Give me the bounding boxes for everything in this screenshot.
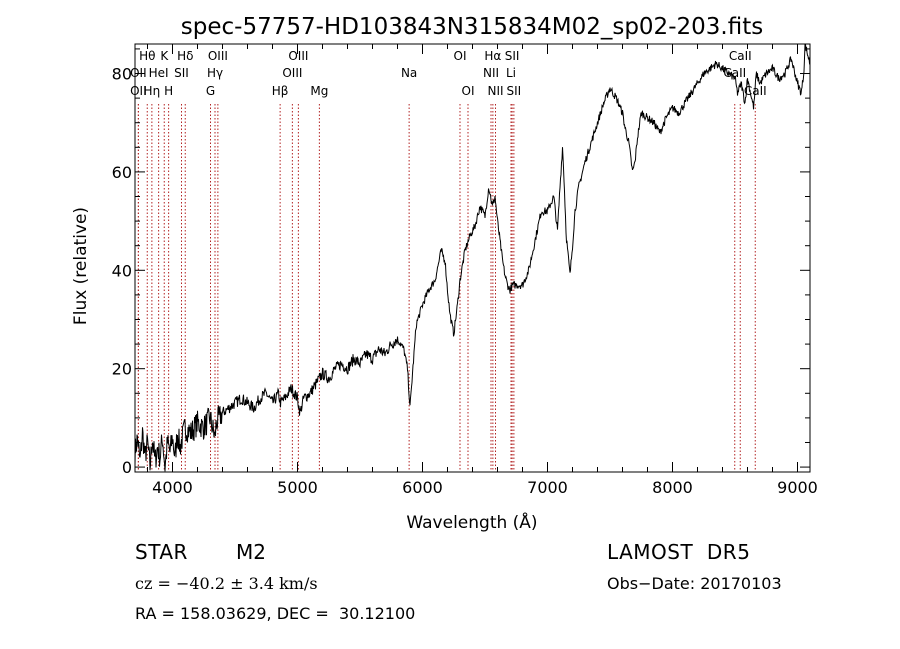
x-tick-label: 4000 [152,478,193,497]
spectrum-line [134,43,811,472]
y-tick-label: 0 [122,458,132,477]
y-tick-label: 80 [112,65,132,84]
plot-frame [134,43,811,473]
y-tick-label: 60 [112,163,132,182]
spectral-line-label: OIII [208,49,228,63]
spectral-line-label: OII [130,84,147,98]
y-tick-label: 40 [112,261,132,280]
spectral-line-label: NII [483,66,499,80]
spectral-line-label: G [206,84,215,98]
plot-axes: 4000 5000 6000 7000 8000 9000 0 20 40 60 80 [112,43,818,497]
x-tick-label: 6000 [402,478,443,497]
spectral-line-label: NII [487,84,503,98]
x-tick-label: 9000 [777,478,818,497]
spectral-line-label: OI [462,84,475,98]
spectral-line-label: SII [505,49,520,63]
x-tick-label: 8000 [652,478,693,497]
spectral-line-label: Hθ [139,49,155,63]
spectral-line-label: Hη [144,84,161,98]
ra-dec-coordinates: RA = 158.03629, DEC = 30.12100 [135,604,416,623]
spectral-line-label: OI [454,49,467,63]
x-axis-label: Wavelength (Å) [406,511,537,533]
y-axis-label: Flux (relative) [71,207,91,325]
spectral-line-label: Mg [310,84,328,98]
spectral-line-label: OIII [282,66,302,80]
spectral-line-label: H [164,84,173,98]
survey-name: LAMOST DR5 [607,540,751,564]
spectral-line-label: HeI [149,66,169,80]
spectral-line-label: CaII [729,49,752,63]
spectral-line-label: SII [174,66,189,80]
spectral-line-label: OII [130,66,147,80]
spectral-line-label: Hγ [207,66,223,80]
object-subclass: M2 [236,540,266,564]
redshift-cz: cz = −40.2 ± 3.4 km/s [135,574,318,593]
spectral-line-label: K [160,49,169,63]
y-tick-label: 20 [112,360,132,379]
spectral-line-label: Li [506,66,516,80]
spectral-line-label: Hα [484,49,501,63]
object-class: STAR [135,540,188,564]
spectral-line-label: SII [507,84,522,98]
observation-date: Obs−Date: 20170103 [607,574,782,593]
spectral-line-label: OIII [288,49,308,63]
x-tick-label: 5000 [277,478,318,497]
spectrum-series [134,43,811,472]
spectral-line-label: Hδ [177,49,193,63]
chart-title: spec-57757-HD103843N315834M02_sp02-203.f… [181,14,763,40]
spectral-line-label: Na [401,66,417,80]
spectral-line-label: Hβ [272,84,289,98]
spectral-line-label: CaII [723,66,746,80]
x-tick-label: 7000 [527,478,568,497]
